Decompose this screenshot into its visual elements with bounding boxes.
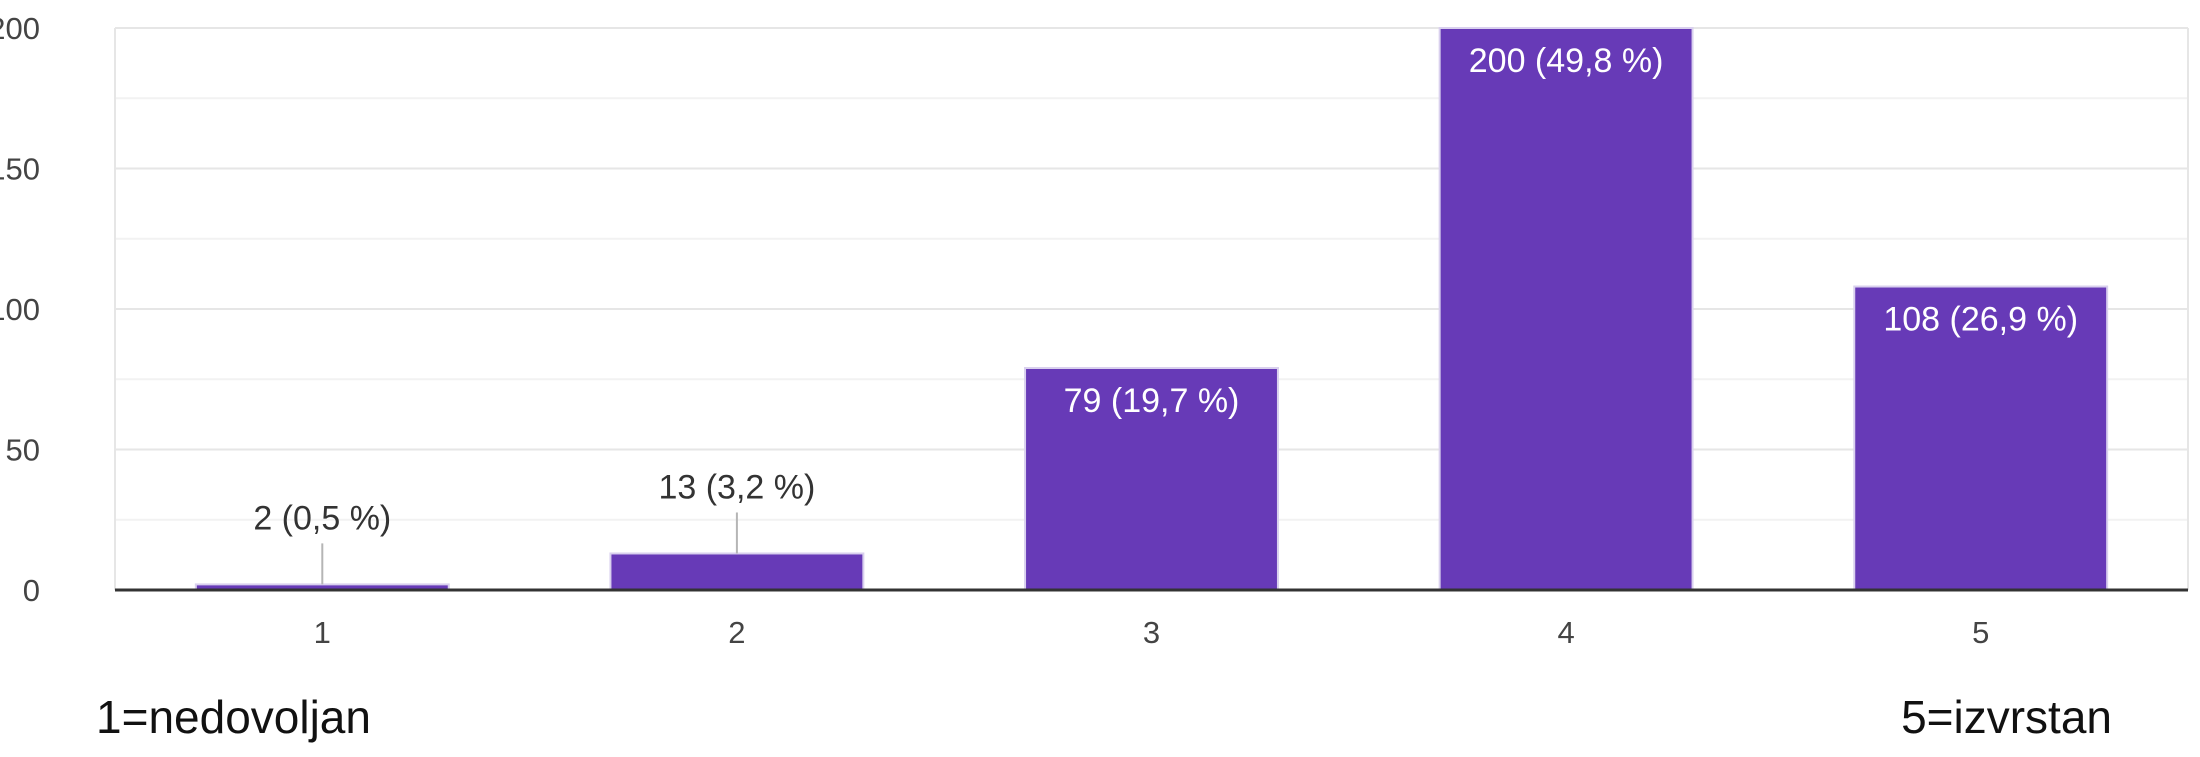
data-label-5: 108 (26,9 %) (1883, 301, 2078, 339)
scale-note-high: 5=izvrstan (1901, 691, 2112, 743)
y-tick-label: 50 (6, 433, 40, 468)
y-tick-label: 200 (0, 11, 40, 46)
axes: 0 50 100 150 200 1 2 3 4 5 (0, 11, 2188, 650)
bars (194, 27, 2109, 592)
y-tick-label: 150 (0, 152, 40, 187)
data-label-3: 79 (19,7 %) (1064, 382, 1240, 420)
data-labels: 2 (0,5 %) 13 (3,2 %) 79 (19,7 %) 200 (49,8 … (253, 42, 2078, 585)
x-tick-label: 2 (728, 615, 745, 650)
bar-3 (1024, 367, 1279, 592)
y-tick-label: 100 (0, 292, 40, 327)
x-tick-label: 1 (314, 615, 331, 650)
x-tick-label: 5 (1972, 615, 1989, 650)
scale-note-low: 1=nedovoljan (96, 691, 371, 743)
bar-2 (609, 552, 865, 591)
y-tick-label: 0 (23, 573, 40, 608)
data-label-1: 2 (0,5 %) (253, 499, 391, 537)
data-label-4: 200 (49,8 %) (1469, 42, 1664, 80)
data-label-2: 13 (3,2 %) (658, 468, 815, 506)
bar-4 (1438, 27, 1694, 591)
x-tick-label: 3 (1143, 615, 1160, 650)
x-tick-label: 4 (1557, 615, 1574, 650)
